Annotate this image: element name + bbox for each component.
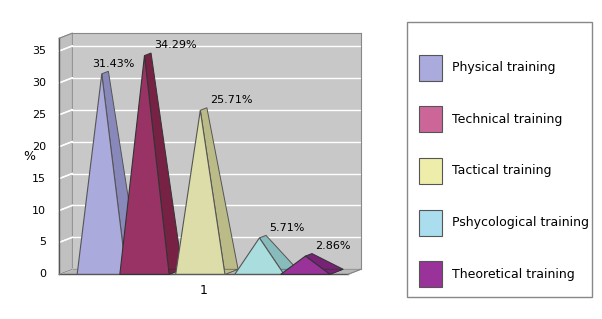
Text: 25: 25	[32, 110, 46, 120]
Polygon shape	[72, 33, 361, 269]
Text: 35: 35	[32, 46, 46, 56]
Bar	[419, 262, 442, 287]
Polygon shape	[120, 269, 182, 274]
FancyBboxPatch shape	[407, 22, 592, 297]
Text: Physical training: Physical training	[452, 61, 555, 74]
Text: 5.71%: 5.71%	[269, 223, 305, 233]
Bar	[419, 107, 442, 132]
Text: 10: 10	[32, 205, 46, 216]
Polygon shape	[305, 254, 343, 274]
Text: 34.29%: 34.29%	[154, 41, 197, 50]
Text: 2.86%: 2.86%	[315, 241, 351, 251]
Polygon shape	[59, 33, 72, 274]
Text: Technical training: Technical training	[452, 113, 562, 126]
Text: 20: 20	[32, 142, 46, 152]
Text: 15: 15	[32, 174, 46, 184]
Polygon shape	[235, 238, 284, 274]
Polygon shape	[77, 269, 140, 274]
Text: 0: 0	[39, 269, 46, 279]
Bar	[419, 158, 442, 184]
Text: 1: 1	[200, 284, 208, 297]
Text: 5: 5	[39, 237, 46, 248]
Polygon shape	[144, 53, 182, 274]
Text: 25.71%: 25.71%	[210, 95, 253, 105]
Polygon shape	[120, 56, 169, 274]
Text: 31.43%: 31.43%	[92, 59, 134, 69]
Polygon shape	[200, 108, 238, 274]
Polygon shape	[176, 269, 238, 274]
Text: %: %	[23, 150, 36, 163]
Text: Theoretical training: Theoretical training	[452, 268, 574, 281]
Polygon shape	[176, 110, 225, 274]
Bar	[419, 210, 442, 235]
Polygon shape	[235, 269, 297, 274]
Polygon shape	[102, 71, 140, 274]
Text: Pshycological training: Pshycological training	[452, 216, 589, 229]
Text: 30: 30	[32, 78, 46, 88]
Polygon shape	[281, 256, 330, 274]
Polygon shape	[259, 235, 297, 274]
Polygon shape	[77, 74, 126, 274]
Text: Tactical training: Tactical training	[452, 165, 551, 177]
Polygon shape	[281, 269, 343, 274]
Polygon shape	[59, 269, 361, 274]
Bar	[419, 55, 442, 81]
